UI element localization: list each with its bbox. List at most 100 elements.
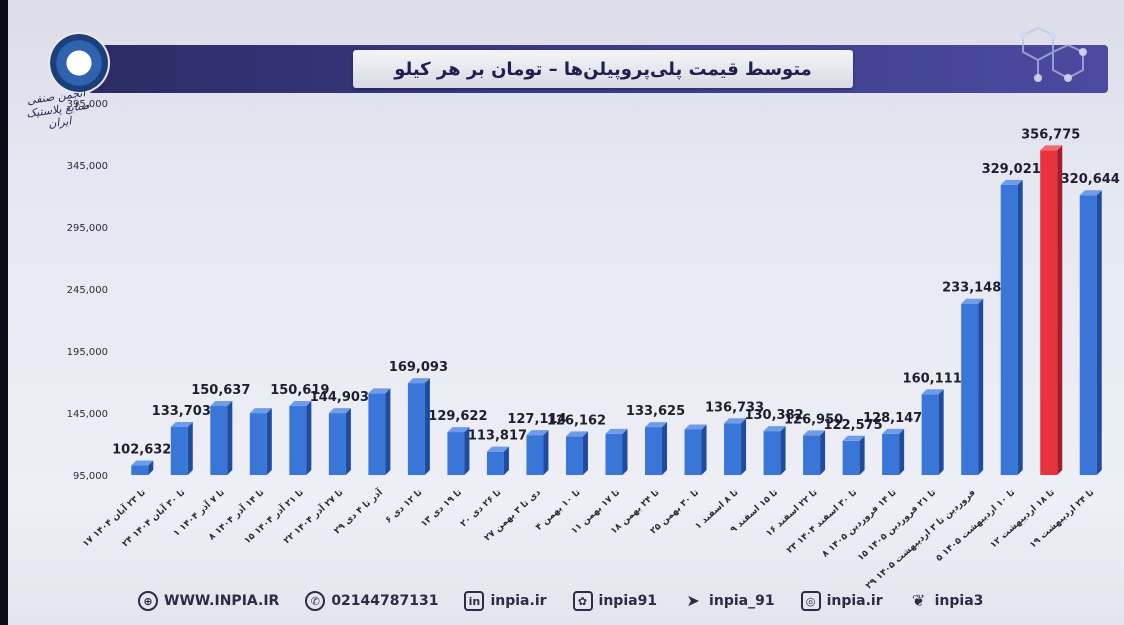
bar-top [724, 418, 747, 424]
bar [1000, 184, 1018, 475]
footer-aparat[interactable]: ✿ inpia91 [572, 591, 658, 611]
bar-side [464, 427, 470, 475]
footer-instagram[interactable]: ◎ inpia.ir [800, 591, 883, 611]
bar-top [803, 430, 826, 436]
globe-icon: ⊕ [138, 591, 158, 611]
association-logo-icon [50, 34, 108, 92]
bar-side [701, 424, 707, 475]
data-label: 150,637 [191, 383, 250, 398]
bar [447, 432, 465, 475]
bar-chart: 395,000 345,000 295,000 245,000 195,000 145,0… [67, 99, 1120, 591]
bar-side [978, 298, 984, 475]
bar-side [503, 446, 509, 475]
bar [1040, 150, 1058, 476]
bar-top [249, 408, 272, 414]
linkedin-text: inpia.ir [490, 593, 547, 609]
data-label: 169,093 [389, 360, 448, 375]
footer-linkedin[interactable]: in inpia.ir [464, 591, 547, 611]
telegram-text: inpia_91 [709, 593, 775, 609]
bar-side [899, 428, 905, 475]
bar [645, 427, 663, 475]
phone-icon: ✆ [305, 591, 326, 611]
bar-top [1079, 190, 1102, 196]
data-label: 129,622 [428, 409, 487, 424]
bar-top [1000, 179, 1023, 185]
bar [724, 423, 742, 475]
bar [565, 436, 583, 475]
bar-top [763, 426, 786, 432]
data-label: 150,619 [270, 383, 329, 398]
bar-side [622, 428, 628, 475]
footer-twitter[interactable]: ❦ inpia3 [909, 591, 983, 611]
data-label: 136,733 [705, 400, 764, 415]
data-label: 127,114 [507, 412, 566, 427]
footer-telegram[interactable]: ➤ inpia_91 [683, 591, 775, 611]
bar-top [961, 298, 984, 304]
footer-website[interactable]: ⊕ WWW.INPIA.IR [138, 591, 279, 611]
bar-side [424, 378, 430, 475]
footer-contacts: ⊕ WWW.INPIA.IR ✆ 02144787131 in inpia.ir… [138, 588, 1038, 614]
bar-side [227, 401, 233, 475]
aparat-icon: ✿ [572, 591, 593, 611]
y-tick-label: 295,000 [67, 223, 108, 234]
bar [289, 406, 307, 475]
telegram-icon: ➤ [686, 591, 700, 610]
bar [486, 451, 504, 475]
bar [921, 394, 939, 475]
bar-top [526, 430, 549, 436]
data-label: 126,950 [784, 412, 843, 427]
bar-side [859, 435, 865, 475]
bar [368, 393, 386, 475]
bar-top [486, 446, 509, 452]
phone-text: 02144787131 [331, 593, 439, 609]
bar [684, 429, 702, 475]
bar-side [582, 431, 588, 475]
bar-top [605, 428, 628, 434]
bar-top [368, 388, 391, 394]
bar-top [289, 401, 312, 407]
bar-top [684, 424, 707, 430]
bar-side [266, 408, 272, 475]
bar-top [1040, 145, 1063, 151]
data-label: 130,382 [744, 408, 803, 423]
x-tick-label: ۸ تا ۱۴ فروردین ۱۴۰۵ [820, 488, 898, 560]
bar [763, 431, 781, 475]
data-label: 122,575 [824, 418, 883, 433]
bar-top [565, 431, 588, 437]
y-tick-label: 395,000 [67, 99, 108, 110]
instagram-icon: ◎ [800, 591, 821, 611]
aparat-text: inpia91 [598, 593, 658, 609]
bar-side [938, 389, 944, 475]
bar-top [842, 435, 865, 441]
data-label: 126,162 [547, 413, 606, 428]
bar-side [148, 460, 154, 475]
bar [328, 413, 346, 475]
bar-side [543, 430, 549, 475]
data-label: 113,817 [468, 429, 527, 444]
bar-side [1096, 190, 1102, 475]
bar-side [1057, 145, 1063, 476]
bar-top [645, 422, 668, 428]
bar-top [407, 378, 430, 384]
y-tick-label: 195,000 [67, 347, 108, 358]
data-label: 233,148 [942, 281, 1001, 296]
data-label: 128,147 [863, 411, 922, 426]
bar-side [662, 422, 668, 475]
bar [961, 303, 979, 475]
bar [170, 427, 188, 475]
instagram-text: inpia.ir [826, 593, 883, 609]
bar-top [447, 427, 470, 433]
data-label: 320,644 [1061, 172, 1120, 187]
data-label: 329,021 [982, 162, 1041, 177]
slide-screen: متوسط قیمت پلی‌پروپیلن‌ها – تومان بر هر … [8, 0, 1124, 625]
bar [407, 383, 425, 475]
bar [605, 433, 623, 475]
bar [131, 465, 149, 475]
footer-phone[interactable]: ✆ 02144787131 [305, 591, 438, 611]
bar [803, 435, 821, 475]
bar [249, 413, 267, 475]
bar-side [1017, 179, 1023, 475]
bar-top [131, 460, 154, 466]
bar-side [820, 430, 826, 475]
data-label: 144,903 [310, 390, 369, 405]
